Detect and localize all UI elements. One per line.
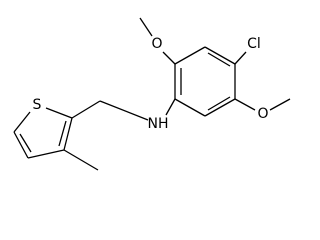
bond bbox=[13, 111, 31, 133]
bonds bbox=[13, 17, 291, 171]
bond bbox=[269, 98, 291, 111]
bond bbox=[13, 131, 29, 159]
atom-label: Cl bbox=[247, 36, 261, 52]
bond bbox=[71, 100, 101, 119]
bond bbox=[45, 107, 73, 119]
bond bbox=[63, 117, 73, 151]
double-bond bbox=[19, 133, 32, 153]
bond bbox=[27, 149, 65, 159]
atom-label: NH bbox=[148, 116, 169, 132]
atom-label: S bbox=[33, 97, 42, 113]
bond bbox=[204, 46, 236, 65]
bond bbox=[204, 98, 236, 117]
bond bbox=[234, 51, 247, 65]
double-bond bbox=[58, 120, 67, 147]
bond bbox=[234, 98, 256, 111]
structure-diagram: S NH Cl O O bbox=[13, 17, 291, 171]
double-bond bbox=[207, 96, 231, 111]
bond bbox=[165, 98, 176, 116]
double-bond bbox=[207, 52, 231, 67]
bond bbox=[99, 100, 149, 121]
bond bbox=[63, 149, 99, 171]
atom-label: O bbox=[257, 106, 268, 122]
bond bbox=[174, 46, 206, 65]
bond bbox=[162, 51, 176, 65]
atom-label: O bbox=[151, 36, 162, 52]
bond bbox=[174, 98, 206, 117]
bond bbox=[139, 17, 153, 37]
